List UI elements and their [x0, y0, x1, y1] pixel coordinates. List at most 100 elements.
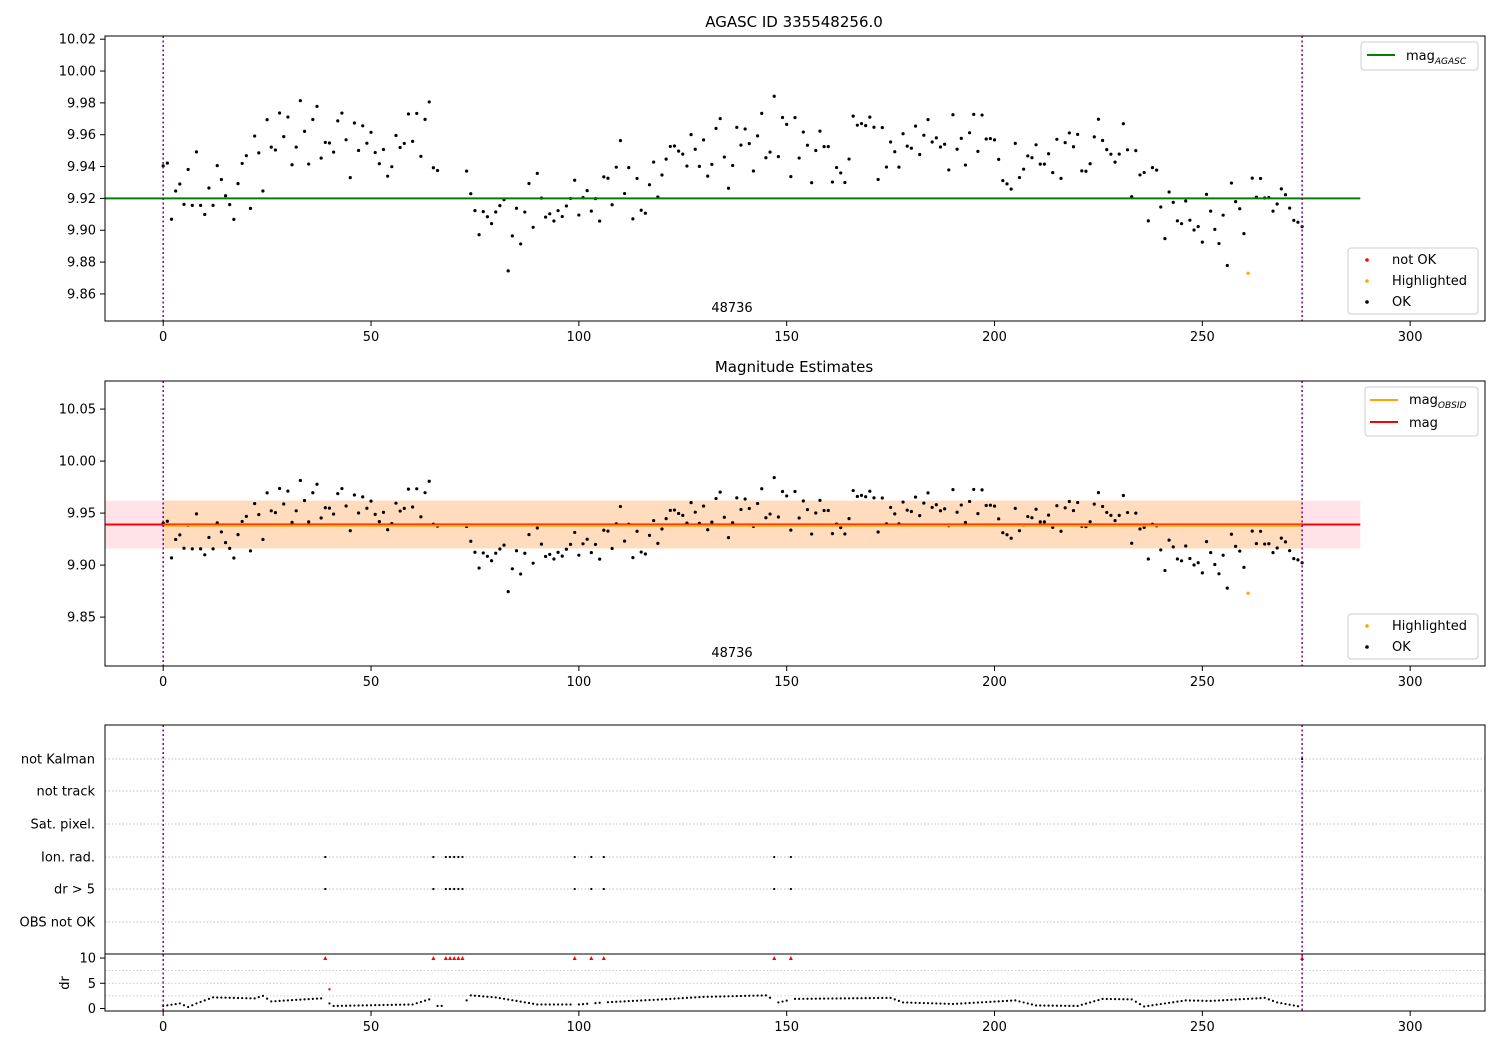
ok-point — [415, 111, 419, 116]
ok-point — [701, 504, 706, 508]
dr-point — [868, 997, 871, 1000]
ok-point — [1084, 169, 1088, 173]
ok-point — [465, 169, 469, 173]
ok-point — [760, 487, 764, 491]
ok-point — [548, 552, 552, 556]
ok-point — [889, 505, 893, 510]
ok-point — [169, 556, 174, 560]
ok-point — [672, 144, 677, 148]
dr-point — [611, 1000, 614, 1004]
dr-point — [282, 999, 285, 1002]
ok-point — [1184, 544, 1188, 548]
ok-point — [548, 212, 552, 216]
ok-point — [926, 118, 930, 122]
dr-point — [1263, 996, 1266, 999]
ok-point — [573, 530, 577, 535]
ok-point — [622, 191, 627, 196]
dr-point — [694, 996, 697, 999]
ok-point — [735, 496, 739, 500]
dr-point — [1188, 999, 1191, 1002]
dr-point — [544, 1003, 547, 1006]
dr-point — [1072, 1004, 1075, 1008]
ok-point — [1046, 513, 1051, 517]
ok-point — [822, 145, 826, 149]
dr-point — [997, 1000, 1000, 1003]
dr-point — [881, 996, 884, 1000]
dr-point — [1030, 1003, 1034, 1006]
dr-point — [1205, 999, 1208, 1002]
ok-point — [793, 115, 797, 120]
dr-point — [1022, 1001, 1025, 1004]
ok-point — [556, 209, 560, 213]
flag-row-label: not Kalman — [21, 753, 95, 768]
agasc-panel-title: AGASC ID 335548256.0 — [705, 13, 883, 31]
dr-point — [644, 999, 647, 1002]
ok-point — [747, 506, 751, 511]
dr-clipped-marker — [601, 956, 606, 961]
y-tick-label: 9.94 — [67, 160, 96, 175]
dr-point — [1280, 1002, 1283, 1005]
dr-point — [660, 998, 664, 1001]
ok-point — [240, 161, 244, 166]
dr-point — [827, 997, 830, 1000]
flags-x-axis: 0 50 100 150 200 250 300 — [159, 1011, 1423, 1035]
dr-point — [390, 1003, 393, 1006]
ok-point — [531, 561, 535, 565]
ok-point — [302, 129, 307, 133]
ok-point — [523, 210, 527, 214]
ok-point — [485, 215, 490, 219]
y-tick-label: 9.98 — [67, 96, 96, 111]
dr-point — [332, 1004, 335, 1008]
ok-point — [1030, 156, 1034, 160]
ok-point — [789, 528, 793, 532]
dr-point — [768, 996, 772, 999]
ok-point — [381, 510, 386, 514]
ok-point — [269, 145, 273, 149]
dr-point — [577, 1003, 580, 1006]
ok-point — [1117, 513, 1121, 517]
estimates-line-legend: magOBSID mag — [1364, 386, 1479, 437]
dr-point — [1276, 1001, 1279, 1004]
ok-point — [394, 133, 398, 138]
ok-point — [764, 156, 768, 160]
dr-point — [656, 998, 659, 1001]
ok-point — [1001, 179, 1005, 183]
ok-point — [855, 123, 859, 127]
dr-point — [1234, 998, 1237, 1001]
ok-point — [415, 487, 419, 491]
ok-point — [685, 164, 689, 168]
dr-point — [689, 996, 693, 999]
dr-point — [731, 995, 734, 998]
legend-ok-marker — [1365, 645, 1369, 649]
dr-point — [1105, 997, 1108, 1001]
ok-point — [165, 519, 169, 523]
dr-point — [515, 999, 518, 1003]
ok-point — [955, 147, 959, 151]
ok-point — [618, 139, 623, 143]
ok-point — [897, 165, 901, 169]
ok-point — [207, 186, 211, 190]
ok-point — [1146, 557, 1150, 561]
legend-highlighted-label: Highlighted — [1392, 274, 1467, 289]
ok-point — [992, 138, 997, 142]
flag-point — [448, 855, 452, 859]
ok-point — [980, 113, 984, 117]
ok-point — [589, 209, 593, 213]
x-tick-label: 0 — [159, 1020, 167, 1035]
ok-point — [1188, 218, 1192, 222]
ok-point — [880, 125, 884, 130]
ok-point — [1142, 170, 1146, 175]
ok-point — [1042, 162, 1046, 166]
ok-point — [1258, 176, 1263, 181]
x-tick-label: 200 — [982, 1020, 1007, 1035]
dr-point — [619, 1000, 622, 1003]
ok-point — [1067, 499, 1071, 504]
ok-point — [1121, 122, 1125, 126]
flag-point — [453, 855, 456, 859]
ok-point — [726, 186, 731, 190]
ok-point — [1217, 241, 1221, 246]
ok-point — [361, 495, 365, 499]
ok-point — [918, 152, 922, 157]
ok-point — [402, 141, 406, 146]
dr-point — [810, 997, 813, 1000]
